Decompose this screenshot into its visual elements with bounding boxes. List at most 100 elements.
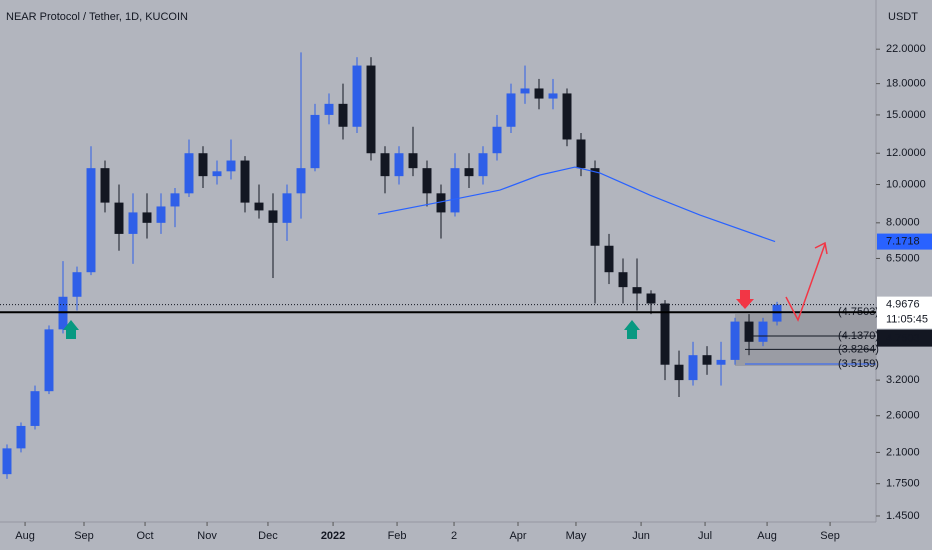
y-tick-label: 10.0000 — [886, 178, 926, 190]
candle-body — [576, 139, 586, 169]
candle-body — [212, 171, 222, 177]
candle-body — [296, 168, 306, 194]
candle-body — [716, 359, 726, 365]
x-tick-label: May — [566, 530, 587, 542]
x-tick-label: Nov — [197, 530, 217, 542]
candle-body — [618, 272, 628, 288]
x-tick-label: Sep — [820, 530, 840, 542]
range-box — [735, 314, 876, 366]
candle-body — [114, 202, 124, 234]
candle-body — [506, 93, 516, 127]
x-tick-label: Feb — [388, 530, 407, 542]
y-tick-label: 15.0000 — [886, 109, 926, 121]
x-tick-label: Sep — [74, 530, 94, 542]
level-label: (3.5159) — [838, 358, 879, 370]
x-tick-label: 2 — [451, 530, 457, 542]
candle-body — [436, 193, 446, 213]
candle-body — [730, 321, 740, 360]
candle-body — [702, 355, 712, 365]
y-tick-label: 1.7500 — [886, 478, 920, 490]
candle-body — [646, 293, 656, 304]
projection-path — [785, 243, 826, 322]
candle-body — [492, 126, 502, 154]
support-label: 4.7503 — [886, 333, 920, 345]
candle-body — [86, 168, 96, 273]
ma-label: 7.1718 — [886, 235, 920, 247]
candle-body — [394, 153, 404, 177]
candle-body — [548, 93, 558, 99]
level-label: (3.8264) — [838, 343, 879, 355]
y-tick-label: 2.1000 — [886, 446, 920, 458]
candle-body — [660, 303, 670, 365]
candle-body — [478, 153, 488, 177]
candle-body — [464, 168, 474, 177]
candle-body — [72, 272, 82, 297]
candle-body — [758, 321, 768, 342]
candle-body — [408, 153, 418, 169]
support-tag — [877, 329, 932, 347]
candle-body — [240, 160, 250, 203]
candle-body — [2, 448, 12, 475]
candle-body — [100, 168, 110, 203]
x-tick-label: Oct — [136, 530, 153, 542]
down-arrow — [736, 290, 754, 309]
candle-body — [268, 210, 278, 223]
price-tag — [877, 296, 932, 329]
x-tick-label: Jul — [698, 530, 712, 542]
candle-body — [744, 321, 754, 342]
candle-body — [44, 329, 54, 392]
chart-title: NEAR Protocol / Tether, 1D, KUCOIN — [6, 11, 188, 23]
candle-body — [198, 153, 208, 177]
y-tick-label: 12.0000 — [886, 147, 926, 159]
candle-body — [324, 103, 334, 115]
candle-body — [30, 391, 40, 426]
moving-average — [377, 166, 776, 243]
candle-body — [128, 212, 138, 234]
candle-body — [282, 193, 292, 223]
candle-body — [170, 193, 180, 207]
current-price-label: 4.9676 — [886, 299, 920, 311]
candle-body — [254, 202, 264, 211]
candle-body — [156, 206, 166, 223]
candle-body — [142, 212, 152, 223]
candle-body — [184, 153, 194, 194]
candle-body — [380, 153, 390, 177]
x-tick-label: Aug — [15, 530, 35, 542]
candle-body — [352, 65, 362, 127]
countdown-label: 11:05:45 — [886, 314, 928, 326]
up-arrow — [63, 320, 79, 339]
up-arrow — [624, 320, 640, 339]
candle-body — [226, 160, 236, 172]
candle-body — [520, 88, 530, 94]
candle-body — [590, 168, 600, 246]
candle-body — [338, 103, 348, 127]
ma-tag — [877, 233, 932, 250]
candle-body — [688, 355, 698, 381]
candle-body — [632, 287, 642, 294]
candle-body — [604, 245, 614, 273]
x-tick-label: 2022 — [321, 530, 345, 542]
y-tick-label: 3.2000 — [886, 374, 920, 386]
y-tick-label: 22.0000 — [886, 43, 926, 55]
candle-body — [450, 168, 460, 213]
candle-body — [310, 114, 320, 169]
candle-body — [422, 168, 432, 194]
candle-body — [562, 93, 572, 140]
projection-arrowhead — [814, 241, 828, 255]
y-tick-label: 18.0000 — [886, 78, 926, 90]
candle-body — [16, 425, 26, 449]
y-tick-label: 6.5000 — [886, 252, 920, 264]
level-label: (4.1370) — [838, 330, 879, 342]
x-tick-label: Dec — [258, 530, 278, 542]
candle-body — [366, 65, 376, 154]
x-tick-label: Jun — [632, 530, 650, 542]
currency-label: USDT — [888, 11, 918, 23]
x-tick-label: Aug — [757, 530, 777, 542]
candle-body — [674, 364, 684, 381]
x-tick-label: Apr — [509, 530, 526, 542]
y-tick-label: 1.4500 — [886, 510, 920, 522]
y-tick-label: 2.6000 — [886, 410, 920, 422]
candle-body — [534, 88, 544, 99]
y-tick-label: 8.0000 — [886, 217, 920, 229]
